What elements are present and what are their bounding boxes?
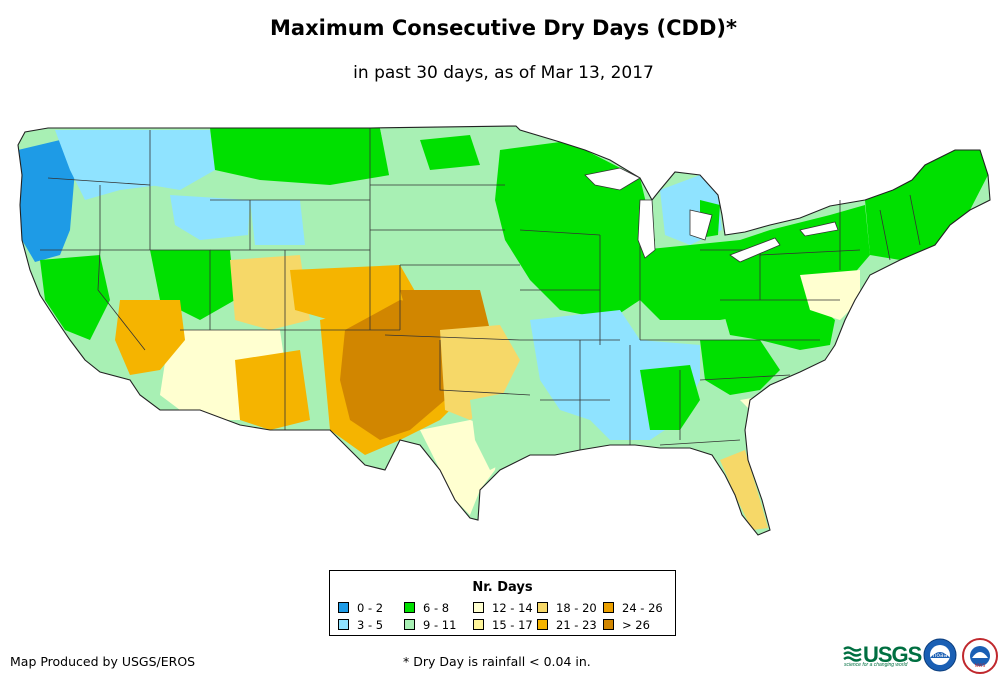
lake-ontario: [799, 221, 839, 237]
legend-swatch: [603, 602, 614, 613]
legend-label: 24 - 26: [622, 601, 663, 615]
legend-label: 15 - 17: [492, 618, 533, 632]
legend-label: 9 - 11: [423, 618, 457, 632]
legend-label: 6 - 8: [423, 601, 450, 615]
legend-swatch: [404, 602, 415, 613]
nws-logo: NWS: [962, 638, 998, 674]
usgs-tagline: science for a changing world: [844, 662, 908, 668]
legend-swatch: [537, 602, 548, 613]
legend-swatch: [404, 619, 415, 630]
legend-item: 0 - 2: [338, 602, 383, 615]
state-boundaries: [40, 128, 921, 450]
map-title: Maximum Consecutive Dry Days (CDD)*: [270, 16, 737, 40]
legend-label: 12 - 14: [492, 601, 533, 615]
legend-swatch: [537, 619, 548, 630]
legend-swatch: [603, 619, 614, 630]
map-subtitle: in past 30 days, as of Mar 13, 2017: [353, 63, 654, 83]
legend-item: 24 - 26: [603, 602, 663, 615]
legend-label: 0 - 2: [357, 601, 384, 615]
legend-label: 3 - 5: [357, 618, 384, 632]
legend-item: 21 - 23: [537, 619, 597, 632]
usgs-wave-icon: [843, 646, 862, 662]
noaa-label: noaa: [933, 652, 948, 659]
lake-erie: [729, 237, 781, 263]
lake-michigan: [637, 199, 656, 259]
legend-label: > 26: [622, 618, 650, 632]
legend-swatch: [338, 619, 349, 630]
legend-item: 6 - 8: [404, 602, 449, 615]
dry-day-footnote: * Dry Day is rainfall < 0.04 in.: [403, 654, 591, 669]
noaa-logo: noaa: [923, 638, 957, 672]
legend-label: 18 - 20: [556, 601, 597, 615]
legend: Nr. Days 0 - 2 3 - 5 6 - 8 9 - 11 12 - 1…: [329, 570, 676, 636]
map-credit: Map Produced by USGS/EROS: [10, 654, 196, 669]
usgs-logo: USGS science for a changing world: [843, 642, 922, 668]
legend-item: 12 - 14: [473, 602, 533, 615]
legend-swatch: [473, 602, 484, 613]
legend-title: Nr. Days: [472, 580, 533, 595]
legend-label: 21 - 23: [556, 618, 597, 632]
nws-label: NWS: [975, 663, 986, 669]
legend-item: 9 - 11: [404, 619, 456, 632]
legend-item: 3 - 5: [338, 619, 383, 632]
legend-swatch: [473, 619, 484, 630]
legend-item: > 26: [603, 619, 650, 632]
legend-item: 15 - 17: [473, 619, 533, 632]
lake-huron: [689, 209, 713, 241]
legend-item: 18 - 20: [537, 602, 597, 615]
cdd-color-fill: [18, 126, 990, 535]
legend-swatch: [338, 602, 349, 613]
lake-superior: [584, 167, 641, 191]
usgs-wordmark: USGS: [863, 642, 922, 667]
